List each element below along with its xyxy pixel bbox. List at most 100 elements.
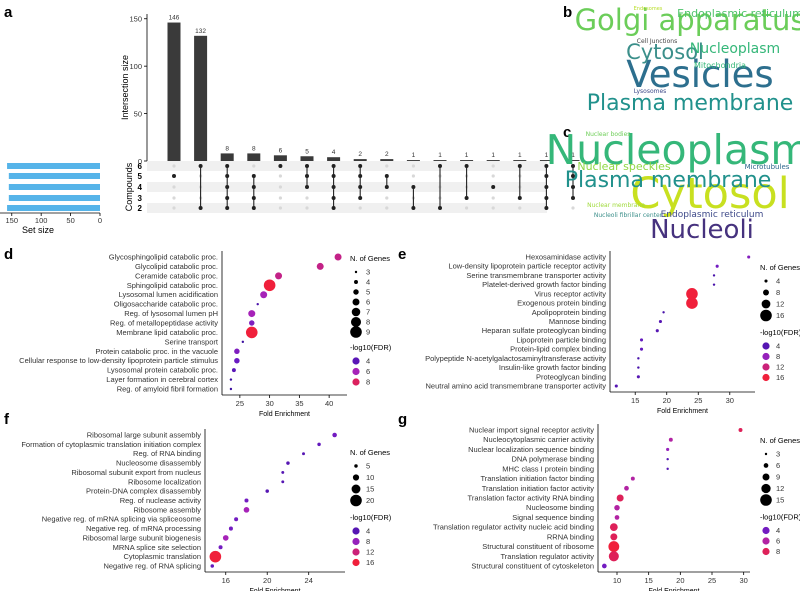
matrix-empty-dot — [491, 164, 495, 168]
data-point — [332, 432, 337, 438]
data-point — [316, 262, 324, 270]
size-legend-dot — [354, 464, 358, 468]
color-legend-dot — [762, 526, 770, 535]
x-tick-label: 20 — [676, 576, 684, 585]
color-legend-label: 4 — [366, 527, 370, 536]
matrix-filled-dot — [358, 185, 363, 189]
set-size-bar — [8, 184, 100, 190]
term-label: Reg. of RNA binding — [133, 449, 201, 458]
data-point — [222, 535, 229, 541]
matrix-empty-dot — [278, 206, 282, 210]
color-legend-label: 12 — [776, 363, 784, 372]
bar — [433, 160, 447, 161]
term-label: Reg. of lysosomal lumen pH — [124, 309, 218, 318]
bar-value-label: 1 — [571, 152, 575, 159]
color-legend-title: -log10(FDR) — [350, 343, 392, 352]
size-legend-label: 12 — [776, 300, 784, 309]
size-legend-dot — [761, 483, 771, 494]
x-tick-label: 35 — [295, 399, 303, 408]
matrix-filled-dot — [305, 164, 309, 168]
matrix-filled-dot — [225, 206, 230, 210]
size-legend-dot — [762, 473, 770, 481]
matrix-filled-dot — [278, 164, 283, 168]
size-legend-dot — [761, 299, 771, 309]
data-point — [209, 550, 222, 563]
y-axis-title: Intersection size — [120, 55, 130, 120]
matrix-filled-dot — [464, 196, 469, 200]
matrix-filled-dot — [251, 174, 256, 178]
set-label: 2 — [138, 204, 143, 213]
panel-label-e: e — [398, 246, 406, 263]
bar-value-label: 1 — [518, 152, 522, 159]
matrix-empty-dot — [278, 185, 282, 189]
size-legend-label: 15 — [776, 496, 784, 505]
term-label: Signal sequence binding — [512, 513, 594, 522]
size-legend-label: 7 — [366, 308, 370, 317]
term-label: MHC class I protein binding — [502, 464, 594, 473]
color-legend-dot — [762, 537, 770, 545]
matrix-filled-dot — [331, 185, 336, 189]
size-legend-dot — [354, 280, 358, 284]
matrix-filled-dot — [438, 164, 442, 168]
matrix-empty-dot — [411, 174, 415, 178]
term-label: Serine transport — [165, 337, 219, 346]
matrix-empty-dot — [358, 206, 362, 210]
set-size-bar — [8, 173, 100, 179]
set-size-tick-label: 50 — [66, 216, 74, 225]
bar — [380, 159, 394, 161]
word: Cytosol — [630, 169, 789, 219]
data-point — [609, 523, 618, 532]
matrix-filled-dot — [331, 206, 336, 210]
word: Nuclear membrane — [587, 202, 645, 209]
color-legend-label: 8 — [776, 547, 780, 556]
term-label: Negative reg. of mRNA splicing via splic… — [42, 515, 201, 524]
term-label: Nuclear localization sequence binding — [468, 445, 594, 454]
size-legend-label: 15 — [366, 485, 374, 494]
matrix-filled-dot — [305, 174, 309, 178]
size-legend-dot — [764, 452, 768, 456]
term-label: Low-density lipoprotein particle recepto… — [448, 262, 606, 271]
data-point — [608, 551, 619, 562]
x-tick-label: 30 — [265, 399, 273, 408]
set-size-tick-label: 100 — [35, 216, 48, 225]
size-legend-title: N. of Genes — [760, 436, 800, 445]
color-legend-dot — [762, 352, 770, 361]
data-point — [228, 526, 233, 531]
matrix-filled-dot — [331, 196, 336, 200]
term-label: Ribosomal large subunit assembly — [87, 431, 201, 440]
term-label: Platelet-derived growth factor binding — [482, 280, 606, 289]
matrix-filled-dot — [251, 185, 256, 189]
bar — [327, 157, 341, 161]
bar — [300, 156, 314, 161]
panel-label-f: f — [4, 411, 10, 428]
bar-value-label: 1 — [545, 152, 549, 159]
data-point — [317, 442, 321, 447]
data-point — [738, 428, 743, 432]
term-label: Cellular response to low-density lipopro… — [19, 356, 218, 365]
color-legend-label: 6 — [366, 367, 370, 376]
bar-value-label: 1 — [465, 152, 469, 159]
data-point — [630, 476, 635, 481]
data-point — [608, 541, 620, 552]
matrix-filled-dot — [331, 174, 336, 178]
color-legend-dot — [352, 548, 360, 556]
data-point — [229, 378, 233, 381]
data-point — [610, 533, 618, 541]
data-point — [666, 457, 669, 461]
x-tick-label: 20 — [263, 576, 271, 585]
color-legend-label: 8 — [776, 352, 780, 361]
term-label: Ribosome assembly — [133, 505, 201, 514]
bar — [247, 153, 261, 161]
bar — [273, 155, 287, 161]
term-label: Ceramide catabolic proc. — [135, 271, 218, 280]
matrix-empty-dot — [172, 164, 176, 168]
color-legend-label: 16 — [776, 373, 784, 382]
matrix-empty-dot — [172, 185, 176, 189]
term-label: Ribosomal subunit export from nucleus — [71, 468, 201, 477]
data-point — [614, 504, 620, 511]
set-size-axis-title: Set size — [22, 225, 54, 235]
size-legend-dot — [764, 279, 768, 283]
matrix-filled-dot — [411, 185, 416, 189]
